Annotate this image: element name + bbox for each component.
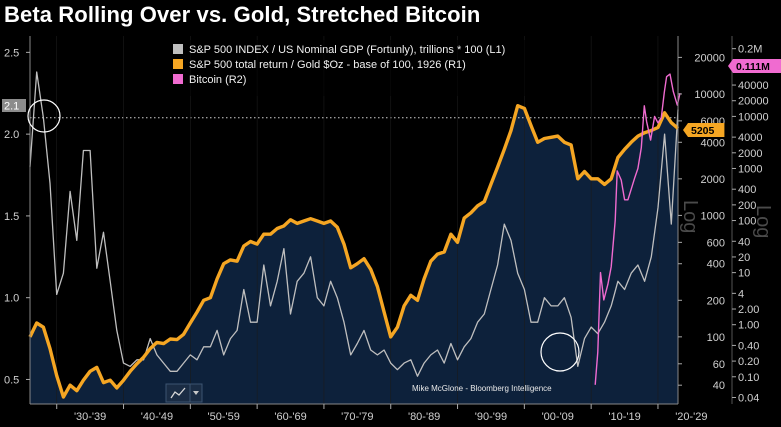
y-r1-tick-label: 2000 [701, 174, 725, 186]
y-r2-tick-label: 100 [738, 216, 756, 228]
x-tick-label: '30-'39 [74, 411, 106, 423]
y-r1-tick-label: 40 [713, 380, 725, 392]
chart-credit: Mike McGlone - Bloomberg Intelligence [412, 384, 552, 393]
chevron-down-icon [193, 391, 199, 395]
legend-label: S&P 500 total return / Gold $Oz - base o… [189, 59, 466, 71]
series-lines [28, 71, 681, 399]
y-r2-tick-label: 2.00 [738, 304, 759, 316]
series-sp500-gdp-line [29, 71, 679, 377]
last-value-tag-label: 0.111M [736, 61, 770, 73]
y-left-tick-label: 2.5 [4, 47, 19, 59]
y-r2-tick-label: 1000 [738, 163, 762, 175]
legend-swatch [173, 74, 183, 84]
series-sp500-gold-line [28, 103, 680, 399]
y-r2-tick-label: 1.00 [738, 320, 759, 332]
x-tick-label: '80-'89 [408, 411, 440, 423]
y-r1-tick-label: 20000 [694, 52, 725, 64]
x-tick-label: '60-'69 [274, 411, 306, 423]
y-r1-tick-label: 200 [707, 295, 725, 307]
y-axis-r2-ticks: 0.04 0.10 0.20 0.40 1.00 2.00 4 10 20 40 100 200 400… [732, 44, 769, 404]
y-r2-tick-label: 20000 [738, 96, 769, 108]
x-tick-label: '10-'19 [608, 411, 640, 423]
y-r1-tick-label: 10000 [694, 89, 725, 101]
reference-tag-label: 2.1 [4, 101, 19, 113]
y-r1-tick-label: 60 [713, 359, 725, 371]
series-bitcoin-line [594, 73, 681, 385]
y-axis-left-ticks: 0.5 1.0 1.5 2.0 2.5 [4, 47, 30, 386]
y-r1-tick-label: 100 [707, 332, 725, 344]
x-tick-label: '90-'99 [475, 411, 507, 423]
chart-title: Beta Rolling Over vs. Gold, Stretched Bi… [4, 2, 481, 27]
y-r2-tick-label: 10 [738, 268, 750, 280]
log-label-r2: Log [752, 205, 774, 238]
highlight-circle-1930s [27, 99, 61, 133]
y-r1-tick-label: 400 [707, 259, 725, 271]
y-r2-tick-label: 200 [738, 200, 756, 212]
y-left-tick-label: 1.0 [4, 293, 19, 305]
y-r2-tick-label: 40 [738, 236, 750, 248]
y-left-tick-label: 1.5 [4, 211, 19, 223]
x-tick-label: '50-'59 [208, 411, 240, 423]
y-left-tick-label: 2.0 [4, 129, 19, 141]
x-axis-ticks: '30-'39 '40-'49 '50-'59 '60-'69 '70-'79 '80-'… [56, 404, 708, 423]
y-r1-tick-label: 1000 [701, 210, 725, 222]
y-r2-tick-label: 20 [738, 252, 750, 264]
log-label-r1: Log [679, 200, 701, 233]
y-r2-tick-label: 2000 [738, 148, 762, 160]
y-r2-tick-label: 0.2M [738, 44, 762, 56]
y-r2-tick-label: 0.20 [738, 356, 759, 368]
legend-label: S&P 500 INDEX / US Nominal GDP (Fortunly… [189, 44, 505, 56]
y-r2-tick-label: 0.10 [738, 372, 759, 384]
y-r1-tick-label: 600 [707, 237, 725, 249]
highlight-circle-2009 [540, 332, 580, 372]
last-value-tag-label: 5205 [691, 125, 715, 137]
last-value-tag-bg [683, 123, 725, 137]
y-r2-tick-label: 10000 [738, 111, 769, 123]
grid [56, 36, 659, 404]
y-left-tick-label: 0.5 [4, 374, 19, 386]
legend-label: Bitcoin (R2) [189, 74, 246, 86]
legend-swatch [173, 59, 183, 69]
series-area-fill [30, 105, 678, 404]
x-tick-label: '20-'29 [675, 411, 707, 423]
axes [29, 36, 733, 405]
chart-type-button[interactable] [165, 383, 203, 403]
y-r2-tick-label: 4000 [738, 132, 762, 144]
y-r2-tick-label: 40000 [738, 80, 769, 92]
legend-swatch [173, 44, 183, 54]
legend: S&P 500 INDEX / US Nominal GDP (Fortunly… [168, 40, 568, 96]
y-r2-tick-label: 0.04 [738, 392, 759, 404]
x-tick-label: '00-'09 [542, 411, 574, 423]
x-tick-label: '70-'79 [341, 411, 373, 423]
y-r2-tick-label: 0.40 [738, 340, 759, 352]
y-r2-tick-label: 4 [738, 288, 744, 300]
x-tick-label: '40-'49 [141, 411, 173, 423]
last-value-tag-bg [728, 59, 781, 73]
y-r1-tick-label: 4000 [701, 137, 725, 149]
y-r2-tick-label: 400 [738, 184, 756, 196]
reference-tag: 2.1 [2, 99, 26, 113]
last-value-tags: 5205 0.111M [683, 59, 781, 137]
line-chart-icon [170, 387, 186, 399]
